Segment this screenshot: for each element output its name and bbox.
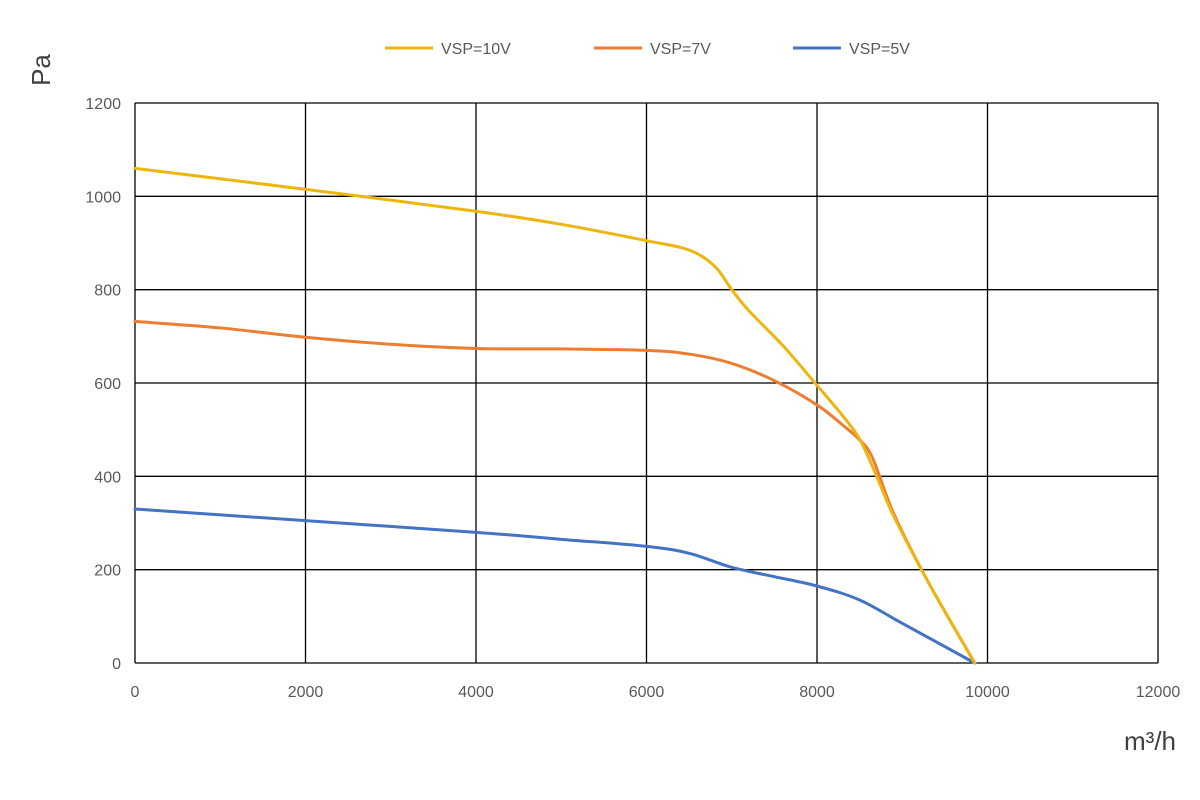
x-tick-label: 12000 [1136,684,1181,701]
legend: VSP=10V VSP=7V VSP=5V [385,41,910,58]
series-line-vsp-7v [133,319,977,665]
tick-labels: 0 2000 4000 6000 8000 10000 12000 0 200 400 600 800… [85,96,1180,701]
y-tick-label: 1200 [85,96,121,113]
x-tick-label: 6000 [629,684,665,701]
y-axis-title: Pa [26,54,56,86]
x-axis-title: m³/h [1124,726,1176,756]
x-tick-label: 8000 [799,684,835,701]
x-tick-label: 2000 [288,684,324,701]
series-line-vsp-5v [133,507,977,665]
y-tick-label: 1000 [85,189,121,206]
series-line-vsp-10v [133,166,977,665]
legend-label-vsp-5v: VSP=5V [849,41,910,58]
x-tick-label: 0 [131,684,140,701]
series-layer [133,166,977,665]
y-tick-label: 600 [94,376,121,393]
grid-lines [134,102,1159,664]
x-tick-label: 4000 [458,684,494,701]
y-tick-label: 0 [112,656,121,673]
y-tick-label: 800 [94,283,121,300]
y-tick-label: 200 [94,563,121,580]
y-tick-label: 400 [94,469,121,486]
x-tick-label: 10000 [965,684,1010,701]
legend-label-vsp-7v: VSP=7V [650,41,711,58]
legend-label-vsp-10v: VSP=10V [441,41,511,58]
